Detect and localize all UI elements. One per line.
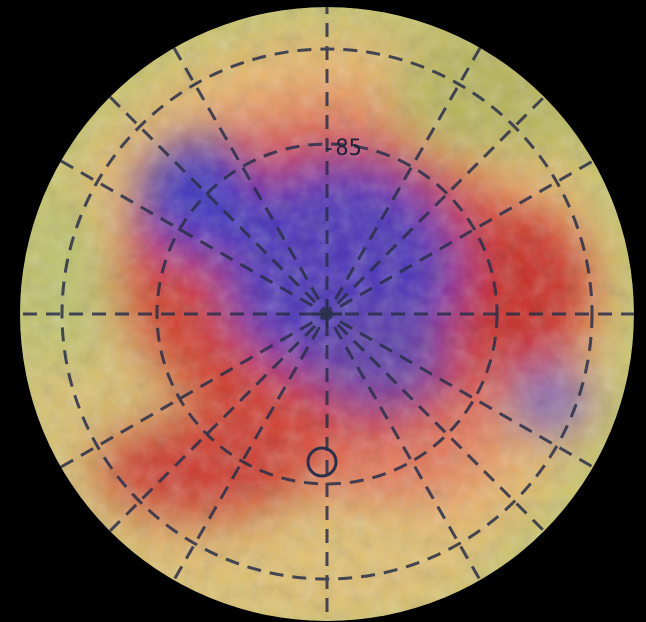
pole-marker xyxy=(306,300,342,478)
latitude-label: -85 xyxy=(322,136,362,161)
